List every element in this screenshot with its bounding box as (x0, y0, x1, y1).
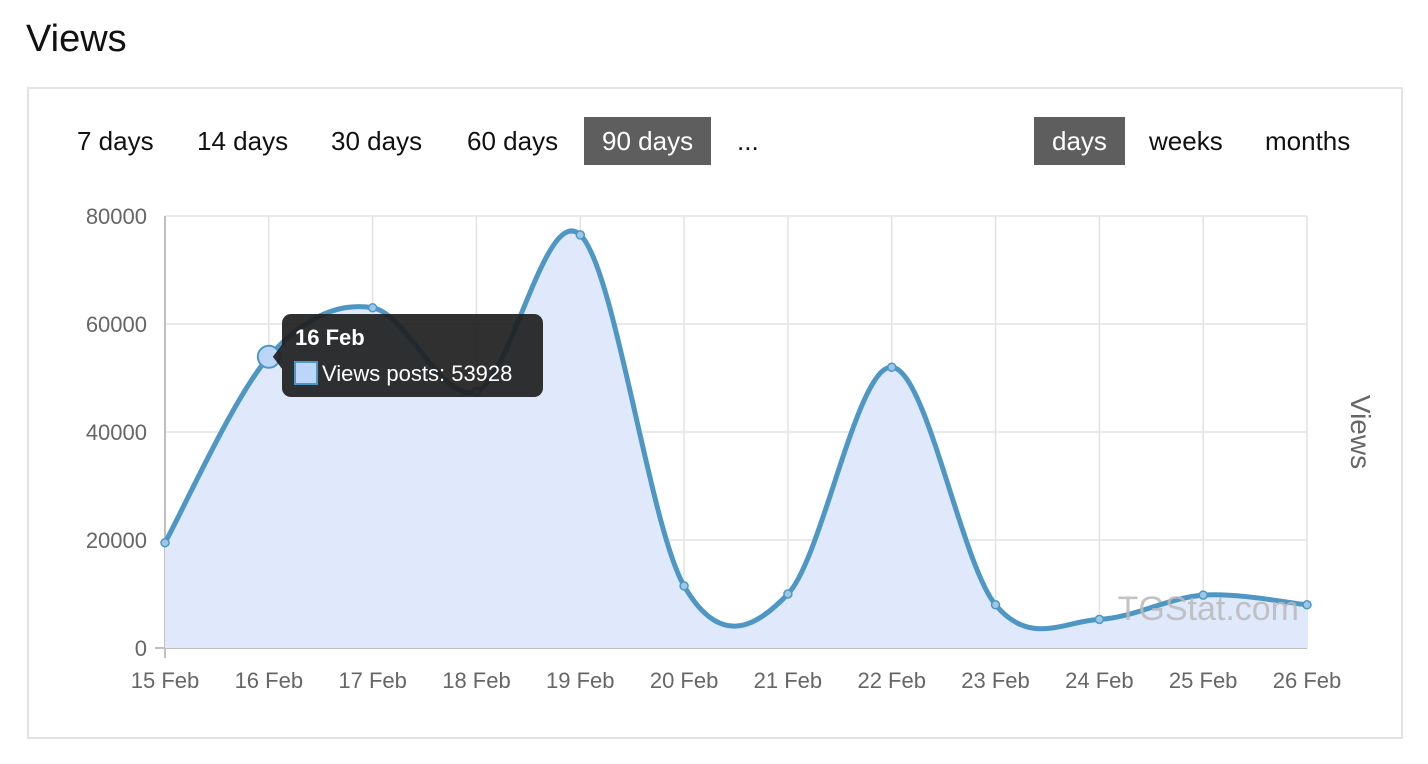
data-point (575, 230, 586, 240)
x-tick-label: 25 Feb (1169, 668, 1238, 693)
period-months-button[interactable]: months (1265, 126, 1351, 156)
tooltip: 16 Feb Views posts: 53928 (272, 314, 543, 397)
x-tick-label: 16 Feb (235, 668, 304, 693)
x-tick-label: 18 Feb (442, 668, 511, 693)
tooltip-title: 16 Feb (295, 325, 365, 350)
chart-panel: 7 days 14 days 30 days 60 days 90 days .… (27, 87, 1403, 739)
page-title: Views (26, 18, 127, 60)
views-chart: 80000 60000 40000 20000 0 15 Feb 16 Feb 17 Feb 1… (86, 204, 1376, 693)
data-point (1302, 600, 1312, 610)
range-60-days-button[interactable]: 60 days (467, 126, 559, 156)
watermark: TGStat.com (1118, 590, 1299, 628)
tooltip-series-swatch (294, 361, 318, 385)
x-tick-label: 19 Feb (546, 668, 615, 693)
data-point (1198, 590, 1208, 600)
data-point (886, 362, 897, 372)
data-point (160, 537, 170, 548)
tooltip-value: Views posts: 53928 (322, 361, 512, 386)
range-more-button[interactable]: ... (737, 126, 759, 156)
y-tick-label: 0 (135, 636, 147, 661)
x-tick-label: 26 Feb (1273, 668, 1342, 693)
y-tick-label: 80000 (86, 204, 147, 229)
x-tick-label: 20 Feb (650, 668, 719, 693)
x-tick-label: 24 Feb (1065, 668, 1134, 693)
data-point (367, 303, 378, 313)
y-tick-label: 20000 (86, 528, 147, 553)
data-point (1094, 614, 1105, 625)
range-14-days-button[interactable]: 14 days (197, 126, 289, 156)
x-tick-label: 23 Feb (961, 668, 1030, 693)
range-30-days-button[interactable]: 30 days (331, 126, 423, 156)
range-90-days-button[interactable]: 90 days (584, 117, 712, 165)
period-days-button[interactable]: days (1034, 117, 1125, 165)
data-point (990, 600, 1001, 610)
tooltip-pointer (272, 344, 282, 369)
series-area (165, 230, 1307, 649)
y-tick-label: 40000 (86, 420, 147, 445)
data-point (679, 581, 689, 591)
y-tick-label: 60000 (86, 312, 147, 337)
x-tick-label: 22 Feb (857, 668, 926, 693)
x-tick-label: 17 Feb (338, 668, 407, 693)
x-tick-label: 15 Feb (131, 668, 200, 693)
y-axis-title: Views (1345, 395, 1376, 469)
period-weeks-button[interactable]: weeks (1149, 126, 1223, 156)
x-tick-label: 21 Feb (754, 668, 823, 693)
data-point (783, 589, 793, 599)
tooltip-box (282, 314, 543, 397)
range-7-days-button[interactable]: 7 days (77, 126, 154, 156)
